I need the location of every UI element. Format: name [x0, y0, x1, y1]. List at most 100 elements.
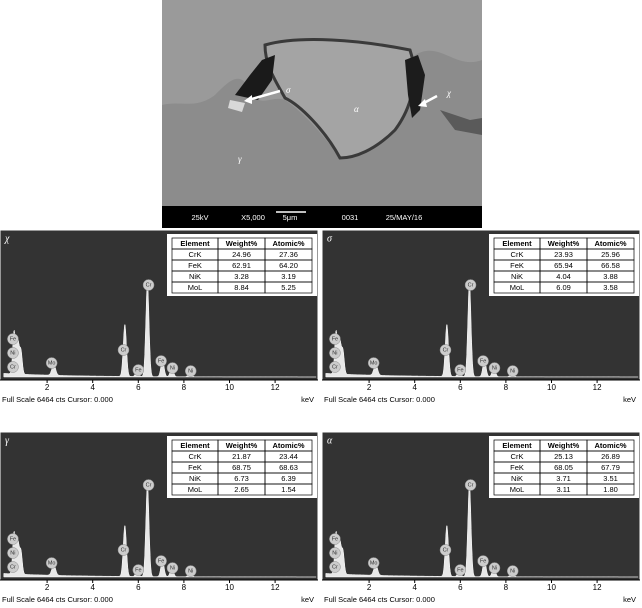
table-cell — [264, 281, 313, 294]
table-value: 5.25 — [281, 283, 296, 292]
panel-label: σ — [327, 233, 333, 244]
peak-marker — [454, 564, 467, 576]
unit: keV — [623, 395, 636, 404]
peak-label: Mo — [370, 560, 378, 566]
peak-marker — [329, 533, 341, 545]
info-bar — [162, 206, 482, 228]
peak-marker — [439, 344, 452, 356]
peak-label: Mo — [48, 360, 56, 366]
peak-marker — [155, 355, 167, 367]
peak-marker — [329, 561, 341, 573]
table-value: 3.19 — [281, 272, 296, 281]
table-cell — [264, 483, 313, 496]
info-text: 25/MAY/16 — [386, 213, 423, 222]
x-tick-label: 6 — [458, 383, 463, 392]
table-value: 68.05 — [554, 463, 573, 472]
peak-marker — [488, 562, 501, 574]
table-value: 3.71 — [556, 474, 571, 483]
spectrum-panel: γ Fe Ni Cr Mo Cr Fe Cr Fe Ni Ni Element Weight% Atomi… — [0, 431, 319, 604]
info-text: 0031 — [342, 213, 359, 222]
table-header: Element — [502, 441, 532, 450]
peak-marker — [477, 555, 489, 567]
table-value: 68.75 — [232, 463, 251, 472]
peak-label: Ni — [332, 350, 337, 356]
table-header: Element — [502, 239, 532, 248]
unit: keV — [623, 595, 636, 604]
table-cell — [586, 483, 635, 496]
phase-label: γ — [238, 154, 242, 164]
peak-label: Cr — [10, 364, 16, 370]
spectrum — [3, 483, 317, 578]
peak-label: Cr — [10, 564, 16, 570]
table-value: CrK — [189, 452, 202, 461]
table-value: FeK — [188, 261, 202, 270]
table-value: 67.79 — [601, 463, 620, 472]
table-value: 6.73 — [234, 474, 249, 483]
info-text: 25kV — [191, 213, 208, 222]
table-value: 62.91 — [232, 261, 251, 270]
peak-marker — [477, 355, 489, 367]
spectrum — [325, 281, 639, 378]
table-value: 27.36 — [279, 250, 298, 259]
peak-marker — [184, 565, 197, 577]
peak-marker — [488, 362, 501, 374]
precipitate — [405, 55, 425, 118]
table-value: 23.93 — [554, 250, 573, 259]
phase-label: σ — [286, 85, 291, 95]
peak-label: Mo — [48, 560, 56, 566]
table-value: 8.84 — [234, 283, 249, 292]
table-value: 1.54 — [281, 485, 296, 494]
x-tick-label: 12 — [271, 383, 280, 392]
peak-label: Cr — [146, 282, 152, 288]
arrow — [247, 89, 281, 102]
phase-label: α — [354, 104, 359, 114]
peak-marker — [7, 361, 19, 373]
x-tick-label: 2 — [367, 583, 372, 592]
x-tick-label: 10 — [225, 383, 234, 392]
x-tick-label: 2 — [45, 583, 50, 592]
x-tick-label: 4 — [412, 383, 417, 392]
x-tick-label: 6 — [136, 583, 141, 592]
table-value: 25.96 — [601, 250, 620, 259]
peak-marker — [7, 547, 19, 559]
peak-label: Cr — [443, 347, 449, 353]
peak-label: Ni — [188, 568, 193, 574]
unit: keV — [301, 395, 314, 404]
table-value: NiK — [189, 474, 201, 483]
peak-label: Ni — [170, 365, 175, 371]
table-value: 3.51 — [603, 474, 618, 483]
unit: keV — [301, 595, 314, 604]
peak-label: Fe — [457, 367, 463, 373]
x-tick-label: 8 — [504, 383, 509, 392]
footer: Full Scale 6464 cts Cursor: 0.000 — [2, 395, 113, 404]
table-value: FeK — [188, 463, 202, 472]
x-tick-label: 10 — [547, 383, 556, 392]
peak-marker — [464, 479, 477, 491]
info-text: X5,000 — [241, 213, 265, 222]
spectrum-panel: σ Fe Ni Cr Mo Cr Fe Cr Fe Ni Ni Element Weight% Atomi… — [321, 229, 641, 404]
peak-marker — [329, 547, 341, 559]
table-value: 6.09 — [556, 283, 571, 292]
table-value: 3.58 — [603, 283, 618, 292]
peak-label: Cr — [121, 547, 127, 553]
panel-label: χ — [4, 233, 10, 244]
table-value: 3.28 — [234, 272, 249, 281]
peak-label: Fe — [135, 567, 141, 573]
table-value: MoL — [510, 485, 525, 494]
peak-marker — [155, 555, 167, 567]
info-text: 5μm — [283, 213, 298, 222]
x-tick-label: 4 — [90, 383, 95, 392]
table-value: MoL — [510, 283, 525, 292]
peak-marker — [506, 565, 519, 577]
peak-label: Cr — [468, 482, 474, 488]
x-tick-label: 12 — [593, 583, 602, 592]
x-tick-label: 6 — [136, 383, 141, 392]
peak-label: Fe — [332, 536, 338, 542]
peak-marker — [142, 479, 155, 491]
table-value: 2.65 — [234, 485, 249, 494]
peak-marker — [329, 361, 341, 373]
table-value: 3.11 — [556, 485, 570, 494]
table-value: 64.20 — [279, 261, 298, 270]
peak-marker — [7, 347, 19, 359]
panel-label: γ — [5, 435, 10, 446]
